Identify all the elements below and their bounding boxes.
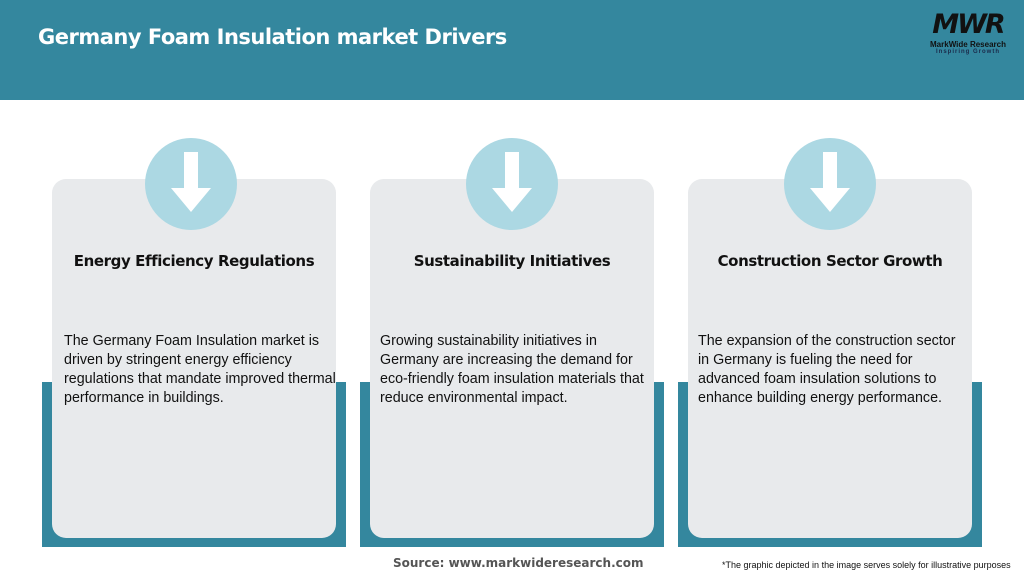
card-text: The expansion of the construction sector…: [698, 333, 956, 406]
logo: MWR MarkWide Research Inspiring Growth: [920, 9, 1016, 56]
card-title: Sustainability Initiatives: [413, 252, 611, 270]
card-text: Growing sustainability initiatives in Ge…: [380, 333, 644, 406]
logo-name: MarkWide Research: [930, 40, 1006, 49]
arrow-down-icon: [466, 138, 558, 230]
arrow-down-icon: [145, 138, 237, 230]
page-title: Germany Foam Insulation market Drivers: [38, 25, 507, 49]
arrow-down-icon: [784, 138, 876, 230]
driver-card: Construction Sector Growth The expansion…: [688, 179, 972, 538]
source-text: Source: www.markwideresearch.com: [393, 556, 644, 570]
logo-mark: MWR: [932, 9, 1005, 40]
disclaimer-note: *The graphic depicted in the image serve…: [722, 560, 1011, 570]
card-title: Energy Efficiency Regulations: [73, 252, 315, 270]
card-text: The Germany Foam Insulation market is dr…: [64, 333, 336, 406]
card-title: Construction Sector Growth: [717, 252, 943, 270]
header-banner: Germany Foam Insulation market Drivers M…: [0, 0, 1024, 100]
logo-tagline: Inspiring Growth: [936, 49, 1000, 55]
driver-card: Sustainability Initiatives Growing susta…: [370, 179, 654, 538]
driver-card: Energy Efficiency Regulations The German…: [52, 179, 336, 538]
